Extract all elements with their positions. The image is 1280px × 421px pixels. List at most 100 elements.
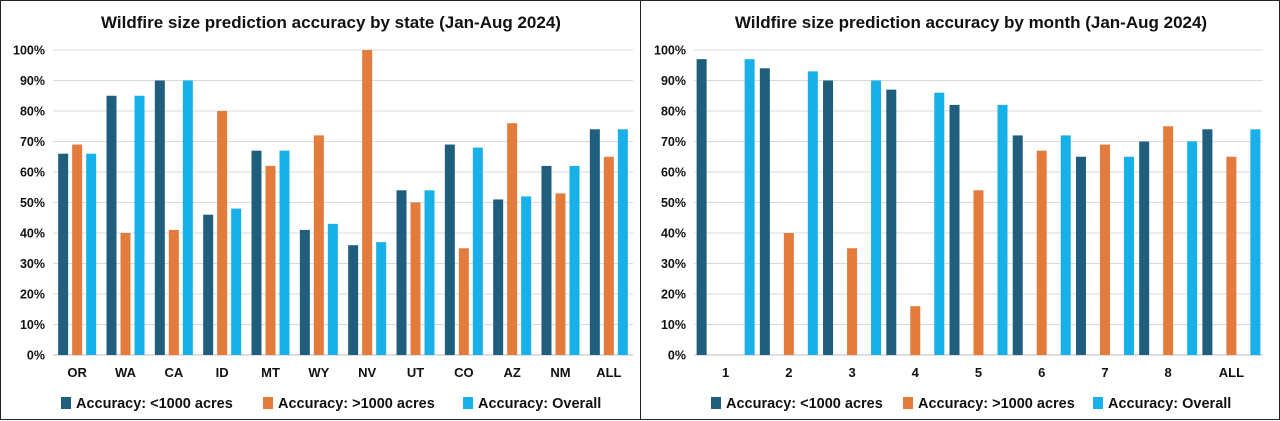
legend-label: Accuracy: >1000 acres [278, 396, 435, 412]
bar [783, 233, 794, 355]
y-tick-label: 20% [20, 288, 45, 302]
legend-swatch [903, 397, 913, 409]
legend-swatch [1093, 397, 1103, 409]
bar [1036, 150, 1047, 355]
y-tick-label: 100% [13, 44, 45, 58]
x-category-label: ALL [1219, 365, 1244, 380]
legend-swatch [711, 397, 721, 409]
y-tick-label: 0% [27, 349, 45, 363]
y-tick-label: 80% [661, 105, 686, 119]
chart-title: Wildfire size prediction accuracy by mon… [735, 13, 1207, 32]
bar [744, 59, 755, 356]
bar [217, 111, 228, 355]
bar [507, 123, 518, 355]
bar [541, 165, 552, 355]
legend-swatch [463, 397, 473, 409]
bar [154, 80, 165, 355]
bar [134, 95, 145, 355]
bar [58, 153, 69, 355]
legend-label: Accuracy: Overall [1108, 396, 1231, 412]
bar [327, 223, 338, 355]
state-accuracy-chart: Wildfire size prediction accuracy by sta… [13, 13, 633, 412]
bar [444, 144, 455, 355]
bar [362, 50, 373, 355]
bar [458, 248, 469, 355]
bar [934, 92, 945, 355]
legend-label: Accuracy: >1000 acres [918, 396, 1075, 412]
bar [521, 196, 532, 355]
bar [1099, 144, 1110, 355]
month-accuracy-chart-panel: Wildfire size prediction accuracy by mon… [640, 0, 1280, 420]
bar [424, 190, 435, 355]
bar [265, 165, 276, 355]
bar [617, 129, 628, 355]
bar [847, 248, 858, 355]
y-tick-label: 50% [661, 196, 686, 210]
y-tick-label: 50% [20, 196, 45, 210]
bar [871, 80, 882, 355]
y-tick-label: 60% [661, 166, 686, 180]
bar [410, 202, 421, 355]
chart-title: Wildfire size prediction accuracy by sta… [101, 13, 561, 32]
bar [823, 80, 834, 355]
bar [1163, 126, 1174, 355]
x-category-label: 8 [1165, 365, 1172, 380]
bar [1012, 135, 1023, 355]
bar [886, 89, 897, 356]
bar [106, 95, 117, 355]
bar [203, 214, 214, 355]
y-tick-label: 10% [661, 318, 686, 332]
month-accuracy-chart: Wildfire size prediction accuracy by mon… [654, 13, 1263, 412]
x-category-label: MT [261, 365, 280, 380]
bar [182, 80, 193, 355]
bar [1202, 129, 1213, 355]
bar [168, 229, 179, 355]
bar [569, 165, 580, 355]
y-tick-label: 30% [20, 257, 45, 271]
bar [910, 306, 921, 355]
x-category-label: UT [407, 365, 424, 380]
bar [997, 104, 1008, 356]
x-category-label: 6 [1038, 365, 1045, 380]
y-tick-label: 90% [661, 74, 686, 88]
bar [696, 59, 707, 356]
y-tick-label: 30% [661, 257, 686, 271]
bar [589, 129, 600, 355]
bar [1250, 129, 1261, 355]
x-category-label: CO [454, 365, 474, 380]
y-tick-label: 10% [20, 318, 45, 332]
y-tick-label: 70% [20, 135, 45, 149]
bar [313, 135, 324, 355]
bar [807, 71, 818, 355]
bar [251, 150, 262, 355]
x-category-label: 2 [785, 365, 792, 380]
x-category-label: ALL [596, 365, 621, 380]
legend-label: Accuracy: <1000 acres [76, 396, 233, 412]
legend-swatch [263, 397, 273, 409]
state-accuracy-chart-panel: Wildfire size prediction accuracy by sta… [0, 0, 641, 420]
bar [493, 199, 504, 355]
bar [1139, 141, 1150, 355]
y-tick-label: 70% [661, 135, 686, 149]
x-category-label: AZ [503, 365, 520, 380]
bar [120, 233, 131, 355]
bar [376, 242, 387, 355]
x-category-label: OR [67, 365, 87, 380]
bar [603, 156, 614, 355]
bar [299, 229, 310, 355]
x-category-label: 4 [912, 365, 920, 380]
bar [555, 193, 566, 355]
x-category-label: 1 [722, 365, 729, 380]
bar [1226, 156, 1237, 355]
bar [231, 208, 242, 355]
bar [86, 153, 97, 355]
x-category-label: NV [358, 365, 376, 380]
y-tick-label: 20% [661, 288, 686, 302]
legend-label: Accuracy: Overall [478, 396, 601, 412]
y-tick-label: 60% [20, 166, 45, 180]
bar [472, 147, 483, 355]
legend-swatch [61, 397, 71, 409]
x-category-label: WA [115, 365, 137, 380]
bar [1060, 135, 1071, 355]
y-tick-label: 40% [661, 227, 686, 241]
